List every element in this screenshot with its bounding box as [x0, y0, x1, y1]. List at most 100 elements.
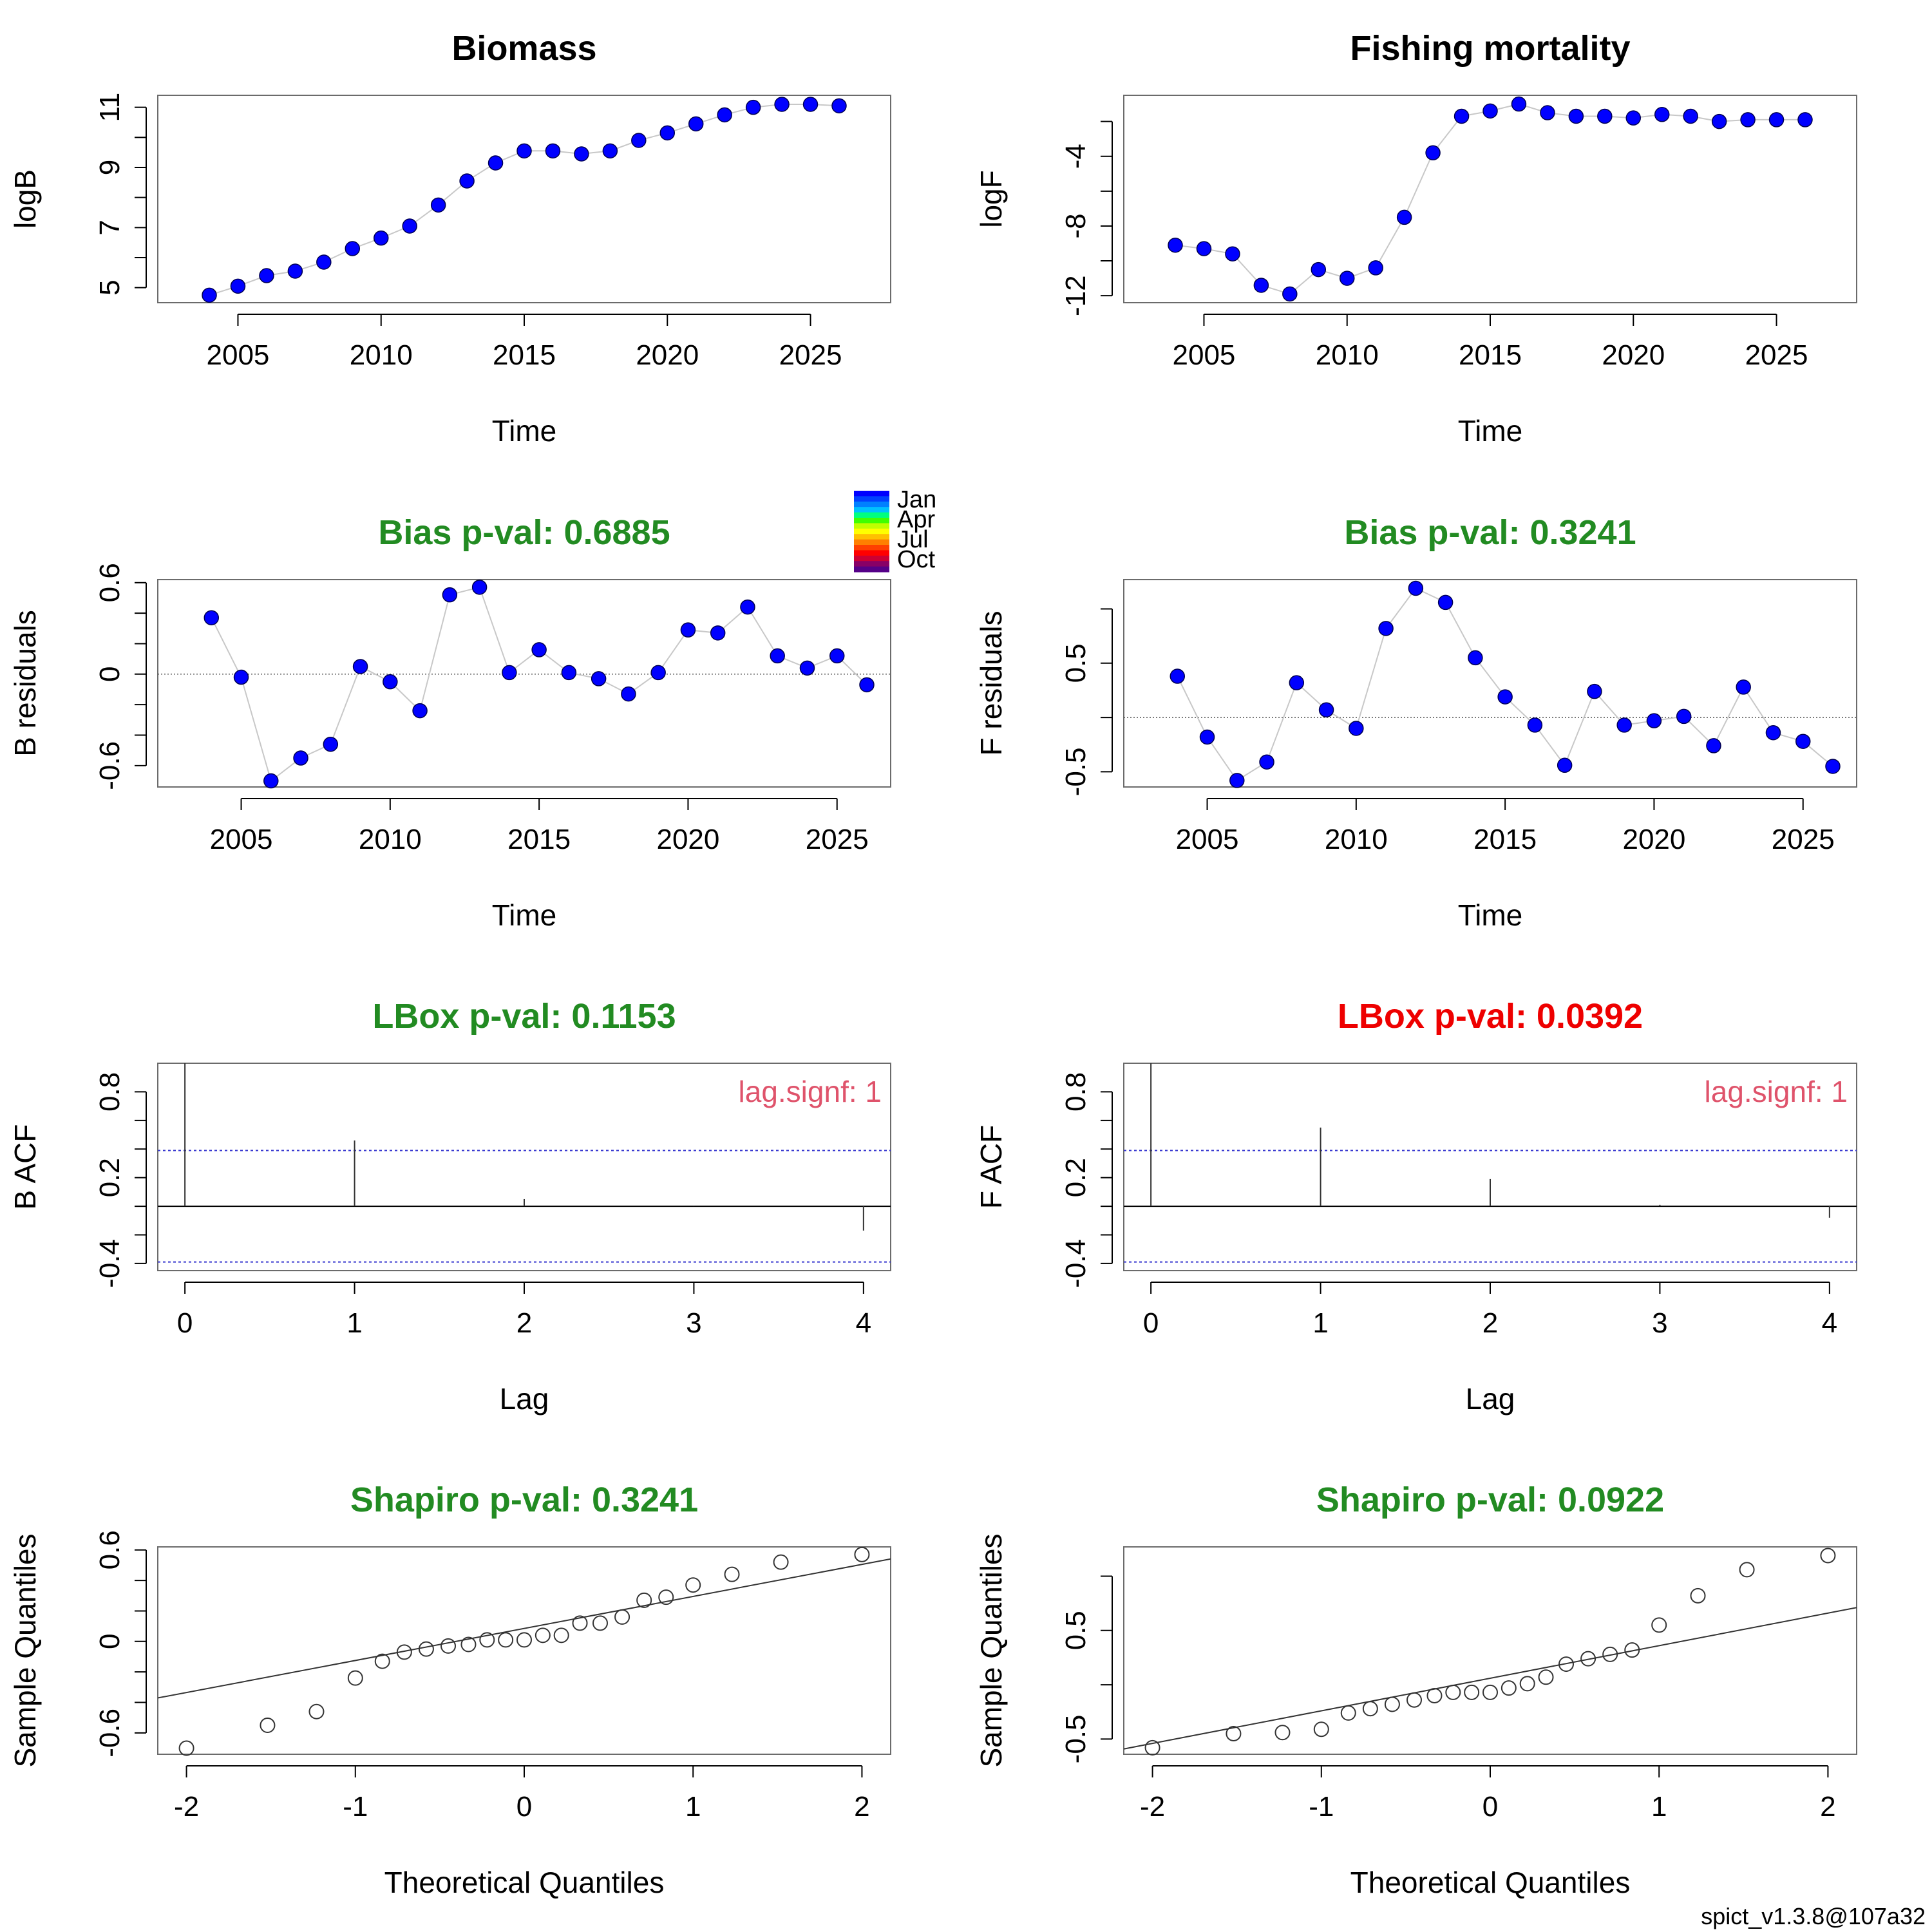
f-qq-qq-point	[1501, 1680, 1517, 1696]
b-residuals-data-point	[621, 686, 636, 702]
legend-label-jul: Jul	[897, 526, 929, 553]
f-qq-qq-point	[1226, 1725, 1242, 1741]
b-residuals-data-point	[263, 773, 279, 789]
f-residuals-data-point	[1736, 679, 1751, 695]
fishing-mortality-data-point	[1339, 270, 1355, 286]
f-residuals-connector-line	[1177, 587, 1833, 782]
legend-color-swatch	[854, 528, 889, 535]
fishing-mortality-x-label: Time	[1458, 414, 1523, 448]
biomass-connector-line	[209, 104, 840, 296]
f-qq-qq-point	[1624, 1642, 1640, 1658]
f-qq-qq-point	[1340, 1705, 1356, 1721]
biomass-data-point	[459, 173, 475, 189]
b-qq-qq-point	[535, 1627, 551, 1643]
legend-label-oct: Oct	[897, 546, 936, 573]
legend-color-swatch	[854, 491, 889, 497]
biomass-x-tick-label: 2025	[779, 339, 842, 371]
fishing-mortality-panel: Fishing mortality 2005 2010 2015 2020 2025 -12…	[974, 29, 1857, 448]
f-acf-x-tick-label: 1	[1312, 1307, 1328, 1339]
f-qq-title: Shapiro p-val: 0.0922	[1316, 1481, 1664, 1519]
legend-color-swatch	[854, 561, 889, 567]
b-acf-lag-signif-label: lag.signf: 1	[739, 1075, 882, 1108]
f-residuals-data-point	[1825, 759, 1841, 774]
f-acf-y-label: F ACF	[974, 1125, 1008, 1209]
b-residuals-y-label: B residuals	[8, 610, 42, 757]
biomass-data-point	[802, 97, 819, 112]
b-residuals-data-point	[352, 659, 368, 674]
biomass-data-point	[717, 107, 732, 123]
fishing-mortality-data-point	[1683, 108, 1698, 124]
fishing-mortality-data-point	[1740, 112, 1756, 128]
b-acf-x-tick-label: 1	[346, 1307, 362, 1339]
b-residuals-data-point	[770, 648, 785, 664]
f-qq-qq-point	[1482, 1684, 1498, 1700]
f-acf-panel: LBox p-val: 0.0392 0 1 2 3 4 -0.4 0.2 0.8 Lag F AC…	[974, 997, 1857, 1416]
f-residuals-data-point	[1557, 757, 1573, 773]
fishing-mortality-data-point	[1654, 107, 1670, 122]
f-residuals-x-tick-label: 2025	[1772, 824, 1835, 855]
f-residuals-data-point	[1437, 594, 1454, 611]
f-qq-x-tick-label: 1	[1651, 1791, 1667, 1823]
biomass-data-point	[631, 133, 647, 148]
biomass-data-point	[516, 143, 532, 159]
f-acf-y-tick-label: 0.8	[1060, 1072, 1092, 1112]
b-qq-qq-point	[460, 1636, 477, 1653]
f-qq-x-tick-label: -2	[1140, 1791, 1165, 1823]
legend-color-swatch	[854, 555, 889, 562]
f-qq-x-tick-label: 2	[1820, 1791, 1835, 1823]
b-qq-qq-point	[636, 1592, 652, 1608]
biomass-data-point	[774, 97, 790, 112]
b-acf-x-tick-label: 2	[516, 1307, 532, 1339]
b-residuals-x-tick-label: 2005	[210, 824, 273, 855]
biomass-x-tick-label: 2005	[207, 339, 270, 371]
fishing-mortality-title: Fishing mortality	[1350, 29, 1630, 68]
fishing-mortality-x-tick-label: 2005	[1173, 339, 1236, 371]
b-residuals-connector-line	[211, 586, 867, 782]
f-residuals-title: Bias p-val: 0.3241	[1344, 513, 1636, 552]
f-acf-plot-frame	[1123, 1063, 1857, 1271]
f-qq-qq-point	[1384, 1696, 1400, 1712]
fishing-mortality-data-point	[1482, 103, 1498, 119]
f-acf-title: LBox p-val: 0.0392	[1338, 997, 1643, 1036]
b-residuals-data-point	[531, 642, 547, 658]
b-residuals-data-point	[561, 665, 577, 681]
f-residuals-data-point	[1765, 724, 1781, 741]
fishing-mortality-data-point	[1511, 96, 1527, 112]
b-qq-x-tick-label: 1	[685, 1791, 701, 1823]
f-qq-qq-point	[1362, 1701, 1378, 1717]
biomass-data-point	[402, 218, 417, 234]
b-residuals-x-tick-label: 2025	[806, 824, 869, 855]
fishing-mortality-data-point	[1253, 278, 1269, 293]
b-qq-qq-point	[773, 1554, 789, 1570]
f-residuals-data-point	[1349, 721, 1364, 736]
biomass-x-label: Time	[492, 414, 557, 448]
f-residuals-data-point	[1616, 717, 1632, 733]
b-residuals-data-point	[233, 669, 249, 685]
b-qq-qq-point	[479, 1632, 495, 1648]
b-qq-qq-point	[260, 1718, 276, 1734]
fishing-mortality-data-point	[1225, 246, 1240, 261]
fishing-mortality-data-point	[1196, 241, 1212, 256]
f-qq-qq-point	[1651, 1617, 1667, 1633]
fishing-mortality-x-tick-label: 2015	[1459, 339, 1522, 371]
b-acf-x-tick-label: 4	[856, 1307, 871, 1339]
biomass-y-tick-label: 7	[94, 220, 126, 235]
b-qq-qq-point	[572, 1615, 588, 1631]
f-qq-panel: Shapiro p-val: 0.0922 -2 -1 0 1 2 -0.5 0.5 Theor…	[974, 1481, 1857, 1899]
b-residuals-data-point	[799, 660, 815, 676]
b-residuals-x-tick-label: 2020	[656, 824, 719, 855]
b-acf-y-label: B ACF	[8, 1124, 42, 1210]
b-residuals-y-tick-label: -0.6	[94, 741, 126, 790]
b-residuals-y-tick-label: 0	[94, 667, 126, 682]
f-qq-qq-point	[1602, 1646, 1618, 1662]
fishing-mortality-data-point	[1454, 108, 1470, 124]
biomass-data-point	[202, 287, 217, 303]
biomass-plot-frame	[157, 95, 891, 303]
b-residuals-x-tick-label: 2015	[507, 824, 571, 855]
biomass-data-point	[831, 98, 847, 114]
b-acf-title: LBox p-val: 0.1153	[372, 997, 676, 1036]
f-qq-qq-point	[1820, 1548, 1836, 1564]
f-qq-qq-point	[1313, 1721, 1329, 1738]
f-residuals-x-tick-label: 2005	[1176, 824, 1239, 855]
b-residuals-x-label: Time	[492, 898, 557, 932]
